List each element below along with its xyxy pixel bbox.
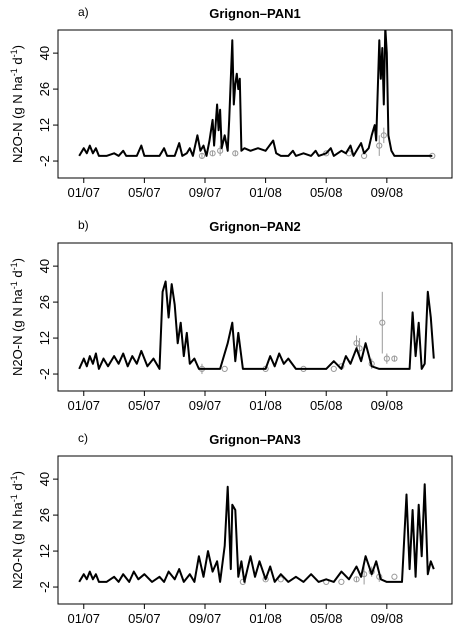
- y-tick-label: -2: [37, 581, 52, 593]
- measured-point: [338, 578, 345, 586]
- x-tick-label: 09/07: [189, 398, 222, 413]
- y-axis-label-part: N2O-N (g N ha: [10, 76, 25, 163]
- plot-box: [57, 455, 453, 605]
- measured-point: [383, 355, 390, 362]
- x-tick-label: 05/08: [310, 611, 343, 626]
- x-tick-label: 05/07: [128, 398, 161, 413]
- y-axis-label-part: N2O-N (g N ha: [10, 502, 25, 589]
- measured-point: [379, 319, 386, 326]
- y-axis-label-part: d: [10, 270, 25, 281]
- y-axis-label-part: ): [10, 471, 25, 475]
- plot-area: [78, 280, 435, 375]
- x-tick-label: 09/07: [189, 611, 222, 626]
- y-tick-label: 12: [37, 331, 52, 345]
- y-axis-label-part: -1: [9, 494, 19, 502]
- x-tick-label: 09/08: [371, 398, 404, 413]
- y-tick-label: 40: [37, 46, 52, 60]
- measured-point: [221, 365, 228, 373]
- y-axis-label: N2O-N (g N ha-1 d-1): [9, 45, 25, 163]
- measured-point: [376, 142, 383, 149]
- plot-area: [78, 483, 435, 586]
- y-axis-label-part: -1: [9, 68, 19, 76]
- measured-point: [232, 150, 239, 157]
- panel-label: a): [78, 5, 89, 19]
- plot-box: [57, 242, 453, 392]
- measured-point: [198, 152, 206, 160]
- x-tick-label: 01/08: [249, 611, 282, 626]
- y-axis-label-part: -1: [9, 281, 19, 289]
- y-axis-label-part: -1: [9, 475, 19, 483]
- y-axis-label-part: -1: [9, 49, 19, 57]
- x-tick-label: 05/07: [128, 185, 161, 200]
- measured-point: [380, 132, 387, 139]
- x-tick-label: 09/07: [189, 185, 222, 200]
- x-tick-label: 01/08: [249, 398, 282, 413]
- x-tick-label: 01/08: [249, 185, 282, 200]
- y-axis-label-part: ): [10, 258, 25, 262]
- measured-point: [277, 576, 284, 583]
- y-axis-label-part: d: [10, 57, 25, 68]
- chart-title: Grignon–PAN3: [209, 432, 301, 447]
- plot-area: [78, 30, 436, 160]
- x-tick-label: 01/07: [67, 185, 100, 200]
- plot-box: [57, 29, 453, 179]
- y-tick-label: 12: [37, 118, 52, 132]
- panel-label: b): [78, 218, 89, 232]
- y-axis-label-part: d: [10, 483, 25, 494]
- y-tick-label: 40: [37, 259, 52, 273]
- x-tick-label: 09/08: [371, 185, 404, 200]
- series-line: [78, 483, 435, 583]
- measured-point: [391, 355, 398, 362]
- y-tick-label: 40: [37, 472, 52, 486]
- x-tick-label: 01/07: [67, 611, 100, 626]
- x-tick-label: 09/08: [371, 611, 404, 626]
- chart-title: Grignon–PAN1: [209, 6, 301, 21]
- series-line: [78, 280, 435, 370]
- y-tick-label: 26: [37, 295, 52, 309]
- y-axis-label-part: ): [10, 45, 25, 49]
- y-tick-label: -2: [37, 368, 52, 380]
- y-axis-label-part: -1: [9, 262, 19, 270]
- series-line: [78, 30, 433, 157]
- y-tick-label: 26: [37, 82, 52, 96]
- x-tick-label: 05/08: [310, 185, 343, 200]
- measured-point: [330, 365, 337, 373]
- x-tick-label: 05/07: [128, 611, 161, 626]
- x-tick-label: 01/07: [67, 398, 100, 413]
- y-axis-label: N2O-N (g N ha-1 d-1): [9, 258, 25, 376]
- measured-point: [217, 147, 224, 154]
- panel-label: c): [78, 431, 88, 445]
- y-tick-label: -2: [37, 155, 52, 167]
- chart-title: Grignon–PAN2: [209, 219, 301, 234]
- measured-point: [353, 576, 360, 583]
- y-tick-label: 26: [37, 508, 52, 522]
- y-axis-label: N2O-N (g N ha-1 d-1): [9, 471, 25, 589]
- y-tick-label: 12: [37, 544, 52, 558]
- measured-point: [391, 573, 398, 580]
- measured-point: [209, 150, 216, 157]
- measured-point: [239, 578, 246, 586]
- y-axis-label-part: N2O-N (g N ha: [10, 289, 25, 376]
- x-tick-label: 05/08: [310, 398, 343, 413]
